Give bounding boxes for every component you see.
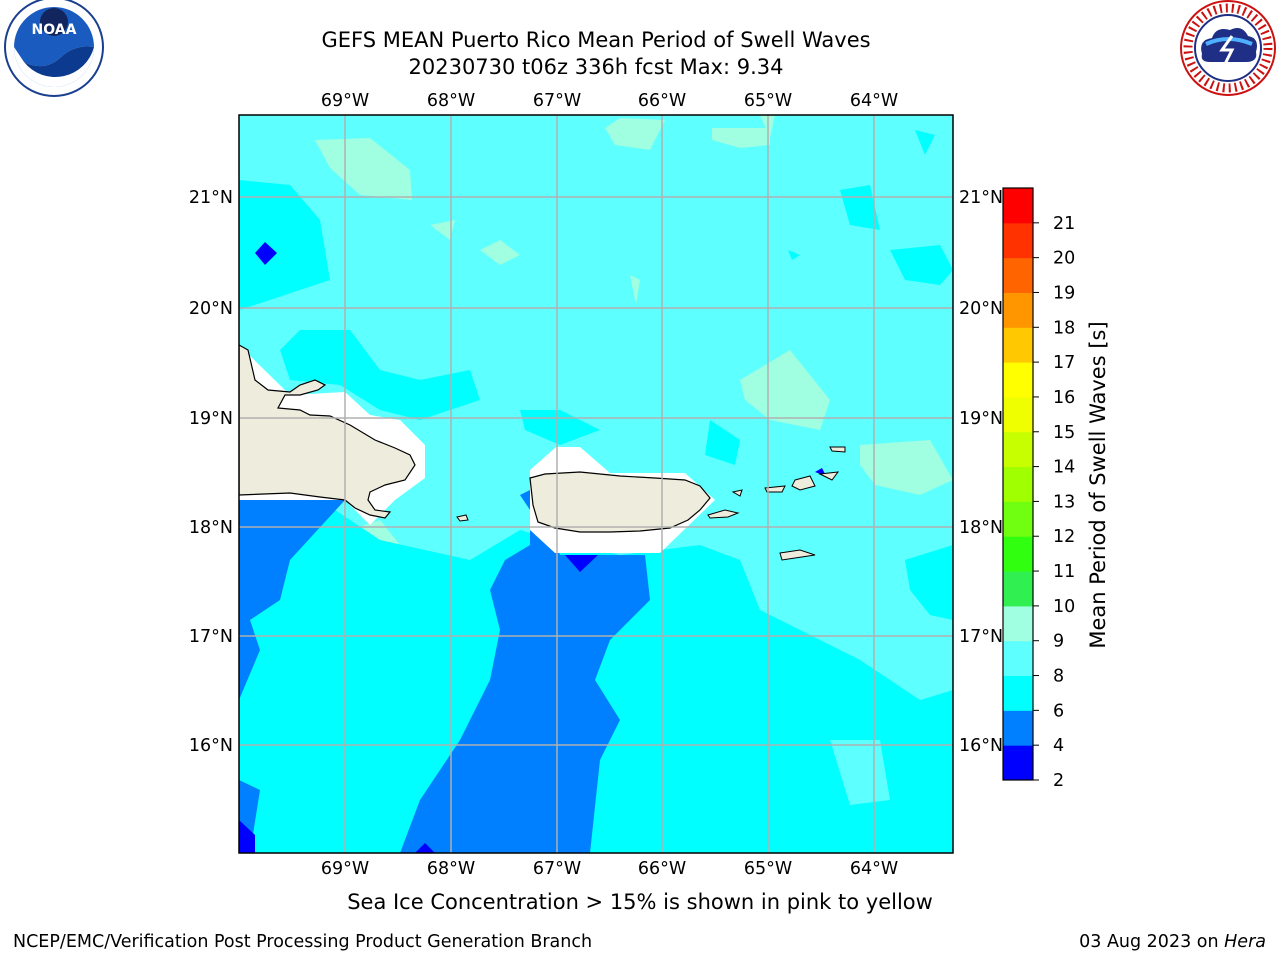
colorbar-segment [1003,362,1033,398]
colorbar-tick-label: 19 [1053,283,1075,303]
hispaniola-land [239,344,416,519]
colorbar-label: Mean Period of Swell Waves [s] [1086,321,1110,648]
lon-label: 64°W [850,91,898,111]
lon-labels-bottom: 69°W 68°W 67°W 66°W 65°W 64°W [321,859,898,879]
lon-label: 65°W [744,91,792,111]
colorbar-tick-label: 10 [1053,597,1075,617]
colorbar-segment [1003,257,1033,293]
colorbar-tick-label: 11 [1053,562,1075,582]
sea-ice-note: Sea Ice Concentration > 15% is shown in … [347,890,933,914]
colorbar-segment [1003,571,1033,607]
colorbar-tick-label: 15 [1053,423,1075,443]
lat-label: 20°N [959,299,1003,319]
lon-label: 69°W [321,859,369,879]
lat-labels-right: 21°N 20°N 19°N 18°N 17°N 16°N [959,188,1003,756]
colorbar-frame [1002,187,1034,781]
colorbar-segment [1003,675,1033,711]
graticule [239,115,953,853]
lat-label: 17°N [189,627,233,647]
chart-title: GEFS MEAN Puerto Rico Mean Period of Swe… [321,28,871,52]
colorbar-segment [1003,431,1033,468]
lon-label: 66°W [638,91,686,111]
colorbar-tick-label: 8 [1053,667,1064,687]
colorbar-segment [1003,640,1033,677]
chart-subtitle: 20230730 t06z 336h fcst Max: 9.34 [408,55,784,79]
lon-label: 66°W [638,859,686,879]
lat-label: 20°N [189,299,233,319]
noaa-logo: NOAA [4,0,104,97]
lat-label: 19°N [189,409,233,429]
footer-date-text: 03 Aug 2023 on [1079,932,1225,952]
lat-label: 18°N [959,518,1003,538]
lon-labels-top: 69°W 68°W 67°W 66°W 65°W 64°W [321,91,898,111]
colorbar-segment [1003,501,1033,537]
lat-label: 21°N [959,188,1003,208]
lon-label: 68°W [427,859,475,879]
lon-label: 68°W [427,91,475,111]
noaa-logo-text: NOAA [32,22,77,38]
lon-label: 64°W [850,859,898,879]
colorbar-segment [1003,745,1033,781]
nws-logo [1180,0,1276,96]
colorbar-segment [1003,396,1033,433]
colorbar-segment [1003,710,1033,746]
colorbar-tick-label: 16 [1053,388,1075,408]
colorbar-tick-label: 21 [1053,214,1075,234]
lat-labels-left: 21°N 20°N 19°N 18°N 17°N 16°N [189,188,233,756]
lat-label: 19°N [959,409,1003,429]
lat-label: 18°N [189,518,233,538]
colorbar: 2 4 6 8 9 10 11 12 13 14 15 16 17 18 19 20 21 [1002,187,1075,791]
colorbar-tick-label: 20 [1053,249,1075,269]
lon-label: 69°W [321,91,369,111]
colorbar-tick-label: 18 [1053,318,1075,338]
contour-8-9-southern-patches [690,490,953,805]
colorbar-segment [1003,327,1033,363]
colorbar-tick-label: 4 [1053,736,1064,756]
colorbar-tick-label: 6 [1053,701,1064,721]
footer-credit: NCEP/EMC/Verification Post Processing Pr… [13,932,593,952]
virgin-islands [456,446,846,561]
colorbar-tick-label: 14 [1053,458,1075,478]
colorbar-segment [1003,292,1033,328]
footer-host: Hera [1224,932,1266,952]
lat-label: 16°N [959,736,1003,756]
colorbar-tick-label: 2 [1053,771,1064,791]
colorbar-segment [1003,188,1033,224]
lat-label: 16°N [189,736,233,756]
lat-label: 21°N [189,188,233,208]
colorbar-tick-label: 9 [1053,632,1064,652]
footer-date: 03 Aug 2023 on Hera [1079,932,1266,952]
map-frame [238,114,954,854]
colorbar-segment [1003,466,1033,502]
colorbar-segment [1003,536,1033,572]
colorbar-segment [1003,222,1033,259]
colorbar-tick-label: 12 [1053,527,1075,547]
colorbar-tick-label: 17 [1053,353,1075,373]
lat-label: 17°N [959,627,1003,647]
lon-label: 65°W [744,859,792,879]
colorbar-segment [1003,605,1033,642]
map-area [239,115,953,853]
colorbar-tick-label: 13 [1053,492,1075,512]
contour-2-4-regions [239,242,826,853]
lon-label: 67°W [533,859,581,879]
lon-label: 67°W [533,91,581,111]
